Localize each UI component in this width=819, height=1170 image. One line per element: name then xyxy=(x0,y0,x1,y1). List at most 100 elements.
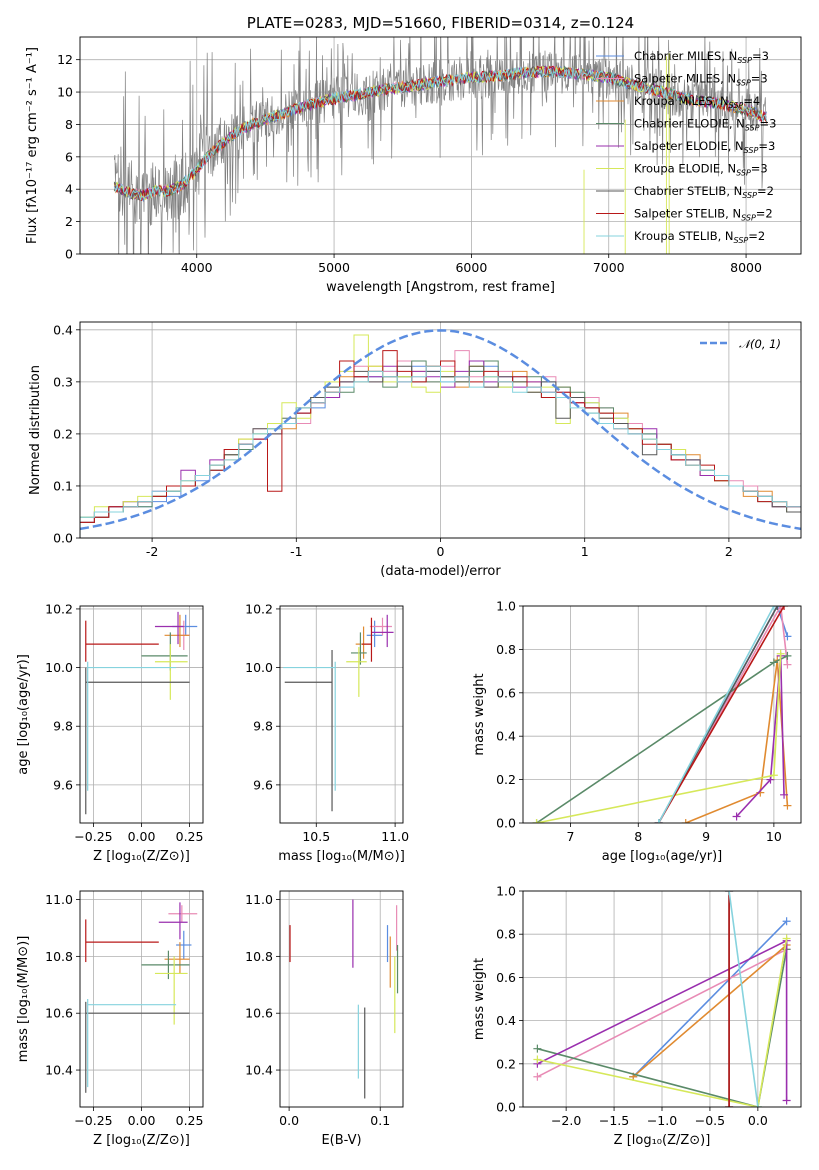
errorbar-point-kroupa_elodie xyxy=(346,647,367,697)
y-tick-label: 0.4 xyxy=(53,322,73,337)
y-tick-label: 0.0 xyxy=(496,1100,516,1115)
y-tick-label: 0.4 xyxy=(496,729,516,744)
legend-label-sub: SSP xyxy=(736,79,751,88)
weight-marker xyxy=(780,790,789,799)
ticks-residuals: -2 -1 0 1 2 0.0 0.1 0.2 0.3 0.4 xyxy=(53,322,733,559)
ticks-weight_vs_age: 7 8 9 10 0.0 0.2 0.4 0.6 0.8 1.0 xyxy=(496,599,782,845)
normal-reference-curve xyxy=(80,329,801,531)
legend-label: Kroupa STELIB, NSSP=2 xyxy=(634,229,765,245)
errorbar-point-chabrier_elodie xyxy=(141,950,190,980)
plot-area-weight_vs_z xyxy=(533,891,791,1107)
x-tick-label: 0.00 xyxy=(128,1113,156,1128)
legend-label-name: Chabrier STELIB, N xyxy=(634,184,742,198)
weight-line xyxy=(657,606,789,823)
y-axis-label: age [log₁₀(age/yr)] xyxy=(16,654,31,775)
legend-label: Chabrier ELODIE, NSSP=3 xyxy=(634,117,776,133)
weight-marker xyxy=(783,651,792,660)
y-tick-label: 1.0 xyxy=(496,884,516,899)
plot-area-weight_vs_age xyxy=(532,606,792,823)
legend-label-name: Kroupa STELIB, N xyxy=(634,229,734,243)
y-axis-label: mass weight xyxy=(472,673,487,755)
x-axis-label: wavelength [Angstrom, rest frame] xyxy=(326,280,555,295)
weight-marker xyxy=(783,801,792,810)
x-tick-label: −1.0 xyxy=(647,1113,677,1128)
weight-line xyxy=(736,655,785,818)
y-tick-label: 6 xyxy=(65,149,73,164)
weight-line xyxy=(657,606,785,823)
axes-residuals: -2 -1 0 1 2 0.0 0.1 0.2 0.3 0.4 (data-model)/error… xyxy=(28,321,802,579)
x-axis-label: mass [log₁₀(M/M⊙)] xyxy=(278,849,405,864)
y-tick-label: 0.4 xyxy=(496,1013,516,1028)
x-tick-label: 2 xyxy=(725,544,733,559)
y-tick-label: 0.6 xyxy=(496,970,516,985)
legend-label: Chabrier STELIB, NSSP=2 xyxy=(634,184,774,200)
errorbar-point-salpeter_stelib xyxy=(85,620,159,662)
axes-frame xyxy=(279,605,404,824)
y-tick-label: 9.6 xyxy=(253,777,273,792)
histogram-kroupa_stelib xyxy=(80,365,801,538)
y-tick-label: 9.8 xyxy=(253,719,273,734)
x-tick-label: 5000 xyxy=(318,260,350,275)
errorbar-point-salpeter_elodie xyxy=(158,902,188,940)
y-tick-label: 0.1 xyxy=(53,478,73,493)
x-tick-label: 0.25 xyxy=(176,1113,204,1128)
y-tick-label: 9.8 xyxy=(53,719,73,734)
legend-label-sub: SSP xyxy=(742,191,757,200)
errorbar-point-chabrier_stelib xyxy=(85,1001,190,1093)
axes-age_vs_mass: 10.5 11.0 9.6 9.8 10.0 10.2 mass [log₁₀(M/M⊙)] xyxy=(245,601,409,864)
weight-line xyxy=(537,938,788,1107)
legend-label-name: Salpeter ELODIE, N xyxy=(634,139,744,153)
weight-marker xyxy=(725,1103,734,1107)
x-tick-label: -2 xyxy=(146,544,158,559)
x-axis-label: E(B-V) xyxy=(321,1133,361,1148)
legend-label: Salpeter ELODIE, NSSP=3 xyxy=(634,139,775,155)
y-tick-label: 0 xyxy=(65,247,73,262)
plot-area-age_vs_mass xyxy=(283,614,394,812)
legend-label-name: Kroupa MILES, N xyxy=(634,94,729,108)
errorbar-point-kroupa_elodie xyxy=(154,956,188,1025)
axes-frame xyxy=(79,605,204,824)
legend-label-suffix: =3 xyxy=(751,72,768,86)
weight-marker xyxy=(769,771,778,780)
y-tick-label: 0.8 xyxy=(496,927,516,942)
axes-frame xyxy=(522,605,802,824)
y-tick-label: 10 xyxy=(57,85,73,100)
errorbar-point-kroupa_stelib xyxy=(283,661,336,791)
legend-label-suffix: =3 xyxy=(752,49,769,63)
legend-label: Kroupa MILES, NSSP=4 xyxy=(634,94,760,110)
errorbar-point-kroupa_miles xyxy=(355,626,372,659)
weight-marker xyxy=(773,606,782,610)
x-tick-label: 7 xyxy=(566,829,574,844)
legend-label-suffix: =3 xyxy=(758,139,775,153)
legend-label-suffix: =2 xyxy=(757,184,774,198)
legend-label-sub: SSP xyxy=(741,214,756,223)
legend-label-suffix: =3 xyxy=(751,162,768,176)
grid-mass_vs_ebv xyxy=(280,891,403,1107)
weight-marker xyxy=(681,819,690,823)
errorbar-point-salpeter_stelib xyxy=(362,617,373,662)
legend-label-sub: SSP xyxy=(734,236,749,245)
legend-label-suffix: =3 xyxy=(760,117,777,131)
x-tick-label: −0.5 xyxy=(695,1113,725,1128)
x-tick-label: 10.5 xyxy=(302,829,330,844)
ticks-mass_vs_z: −0.25 0.00 0.25 10.4 10.6 10.8 11.0 xyxy=(45,892,203,1128)
legend-label-suffix: =2 xyxy=(756,207,773,221)
legend-label: Kroupa ELODIE, NSSP=3 xyxy=(634,162,768,178)
weight-marker xyxy=(769,658,778,667)
errorbar-point-chabrier_stelib xyxy=(284,649,333,812)
plot-area-spectrum xyxy=(113,37,768,254)
weight-marker xyxy=(725,891,734,895)
ticks-spectrum: 4000 5000 6000 7000 8000 0 2 4 6 8 10 12 xyxy=(57,52,762,275)
x-tick-label: 7000 xyxy=(593,260,625,275)
x-axis-label: (data-model)/error xyxy=(380,564,501,579)
x-tick-label: 0 xyxy=(437,544,445,559)
legend-label: 𝒩(0, 1) xyxy=(739,337,781,351)
y-tick-label: 0.2 xyxy=(496,1056,516,1071)
y-tick-label: 10.2 xyxy=(245,601,273,616)
ticks-mass_vs_ebv: 0.0 0.1 10.4 10.6 10.8 11.0 xyxy=(245,892,390,1128)
weight-marker xyxy=(780,606,789,610)
x-tick-label: 0.0 xyxy=(748,1113,768,1128)
y-tick-label: 10.6 xyxy=(245,1006,273,1021)
errorbar-point-chabrier_elodie xyxy=(141,632,188,671)
y-tick-label: 4 xyxy=(65,182,73,197)
